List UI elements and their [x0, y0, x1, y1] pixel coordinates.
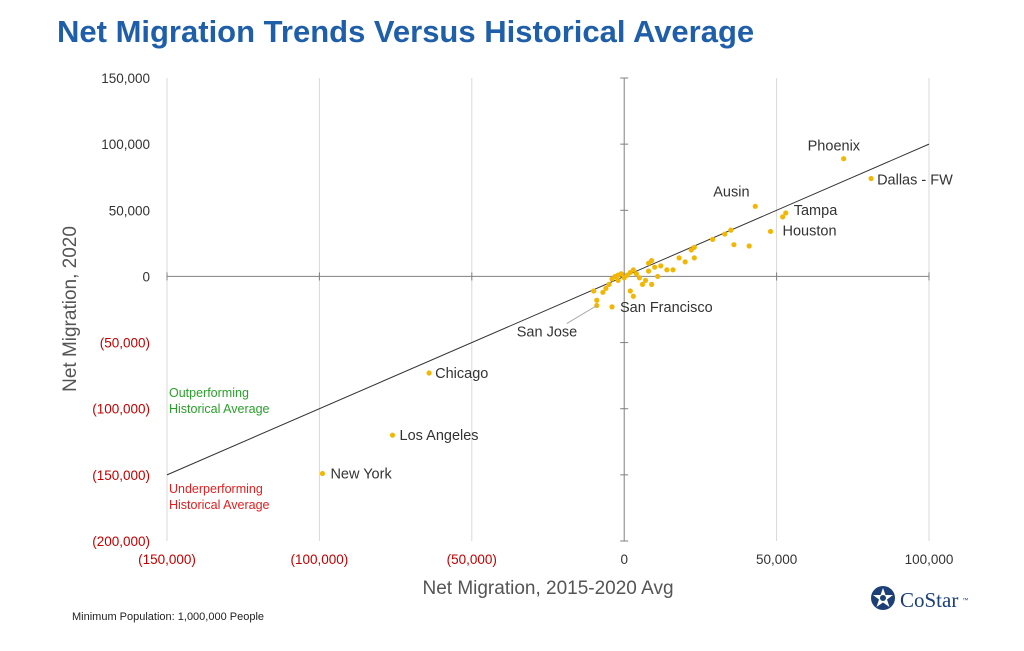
y-tick-label: 0: [142, 269, 150, 284]
reference-line: [166, 143, 930, 476]
data-point: [731, 242, 737, 248]
data-point: [728, 227, 734, 233]
data-point: [658, 263, 664, 269]
y-tick-label: (100,000): [92, 402, 150, 417]
data-point: [627, 269, 633, 276]
data-point-san-jose: [594, 302, 600, 309]
data-point: [691, 255, 697, 261]
x-tick-label: (150,000): [138, 552, 196, 567]
data-point-dallas-fw: [868, 175, 874, 182]
data-point: [642, 277, 649, 283]
data-point: [682, 259, 688, 265]
data-point: [600, 289, 606, 295]
data-point: [603, 285, 609, 291]
data-point: [652, 264, 658, 270]
point-label: Ausin: [713, 184, 749, 200]
y-tick-label: (200,000): [92, 534, 150, 549]
data-point: [709, 236, 716, 242]
data-point-tampa: [783, 210, 789, 216]
data-point: [606, 281, 612, 287]
point-label: New York: [330, 467, 392, 483]
chart-title: Net Migration Trends Versus Historical A…: [57, 14, 755, 49]
data-point: [645, 268, 652, 274]
point-label: Phoenix: [808, 139, 861, 155]
costar-logo-text: CoStar: [900, 588, 959, 612]
data-point: [722, 231, 728, 237]
point-label: San Francisco: [620, 300, 713, 316]
y-tick-label: (50,000): [100, 336, 150, 351]
data-point: [780, 214, 786, 220]
data-point-new-york: [319, 470, 326, 477]
data-point: [636, 275, 643, 281]
costar-star-icon: [870, 585, 896, 616]
point-label: Houston: [783, 223, 837, 239]
data-point-phoenix: [841, 156, 847, 162]
data-point: [691, 244, 697, 250]
footnote: Minimum Population: 1,000,000 People: [72, 611, 265, 623]
data-point-ausin: [752, 203, 758, 209]
data-point: [633, 271, 639, 277]
data-point: [627, 288, 633, 294]
data-point: [670, 267, 676, 273]
data-point: [655, 273, 661, 280]
data-point: [594, 297, 600, 303]
data-point-chicago: [426, 370, 432, 376]
y-tick-label: 50,000: [109, 203, 150, 218]
x-tick-label: 0: [620, 552, 628, 567]
y-tick-label: 100,000: [101, 137, 150, 152]
costar-logo[interactable]: CoStar ™: [870, 585, 968, 616]
data-point: [615, 277, 621, 283]
y-axis-label: Net Migration, 2020: [60, 226, 81, 392]
data-point: [746, 243, 752, 249]
data-point-houston: [767, 228, 774, 235]
trademark-symbol: ™: [962, 597, 969, 604]
underperforming-annotation: Underperforming Historical Average: [169, 482, 270, 512]
data-point-los-angeles: [389, 432, 396, 438]
data-point: [649, 257, 655, 264]
x-axis-label: Net Migration, 2015-2020 Avg: [422, 578, 673, 599]
data-point: [676, 255, 682, 261]
data-point: [664, 267, 670, 273]
point-label: Los Angeles: [400, 428, 479, 444]
y-tick-label: 150,000: [101, 71, 150, 86]
data-point: [649, 281, 655, 287]
y-tick-label: (150,000): [92, 468, 150, 483]
x-tick-label: 50,000: [756, 552, 797, 567]
x-tick-label: 100,000: [905, 552, 954, 567]
x-tick-label: (50,000): [447, 552, 497, 567]
point-label: Tampa: [794, 203, 838, 219]
x-tick-label: (100,000): [291, 552, 349, 567]
data-point: [615, 272, 621, 278]
outperforming-annotation: Outperforming Historical Average: [169, 386, 270, 416]
point-label: Chicago: [435, 366, 488, 382]
point-label: San Jose: [517, 325, 577, 341]
point-label: Dallas - FW: [877, 173, 953, 189]
san-jose-leader-line: [566, 305, 598, 324]
data-point-san-francisco: [609, 304, 615, 310]
data-point: [630, 293, 636, 299]
data-point: [591, 288, 597, 294]
data-point: [639, 281, 646, 287]
